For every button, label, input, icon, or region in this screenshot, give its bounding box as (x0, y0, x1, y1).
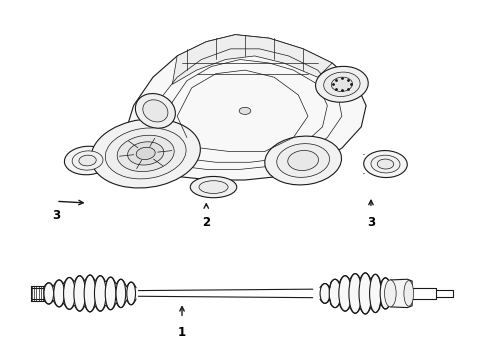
Ellipse shape (190, 176, 237, 198)
Ellipse shape (239, 107, 251, 114)
Ellipse shape (135, 94, 175, 128)
Ellipse shape (331, 77, 352, 91)
Ellipse shape (329, 279, 341, 307)
Text: 3: 3 (367, 216, 375, 229)
Ellipse shape (380, 278, 391, 309)
Polygon shape (391, 279, 412, 307)
Ellipse shape (117, 135, 174, 172)
Ellipse shape (127, 142, 164, 165)
Ellipse shape (74, 276, 85, 311)
Ellipse shape (95, 276, 106, 311)
Ellipse shape (265, 136, 342, 185)
Ellipse shape (385, 280, 396, 307)
Text: 2: 2 (202, 216, 210, 229)
Ellipse shape (320, 283, 330, 303)
Polygon shape (172, 35, 332, 84)
Ellipse shape (64, 278, 75, 309)
Ellipse shape (54, 280, 64, 307)
Ellipse shape (369, 274, 381, 312)
Ellipse shape (364, 150, 407, 177)
Ellipse shape (105, 128, 186, 179)
Ellipse shape (91, 119, 200, 188)
Ellipse shape (371, 155, 400, 173)
Ellipse shape (316, 66, 368, 102)
Ellipse shape (72, 151, 103, 170)
Ellipse shape (339, 276, 351, 311)
Ellipse shape (143, 100, 168, 122)
Ellipse shape (44, 283, 53, 304)
Ellipse shape (105, 277, 116, 310)
Ellipse shape (199, 181, 228, 193)
Text: 1: 1 (178, 326, 186, 339)
Text: 3: 3 (52, 209, 60, 222)
Ellipse shape (277, 144, 330, 177)
Ellipse shape (404, 281, 414, 306)
Ellipse shape (288, 150, 318, 171)
Ellipse shape (79, 155, 96, 166)
Ellipse shape (64, 146, 111, 175)
Ellipse shape (377, 159, 393, 169)
Ellipse shape (127, 282, 136, 305)
Ellipse shape (116, 279, 126, 307)
Ellipse shape (136, 147, 155, 159)
Polygon shape (124, 35, 366, 180)
Ellipse shape (359, 273, 371, 314)
Ellipse shape (84, 275, 96, 312)
Ellipse shape (349, 274, 362, 313)
Ellipse shape (324, 72, 360, 96)
